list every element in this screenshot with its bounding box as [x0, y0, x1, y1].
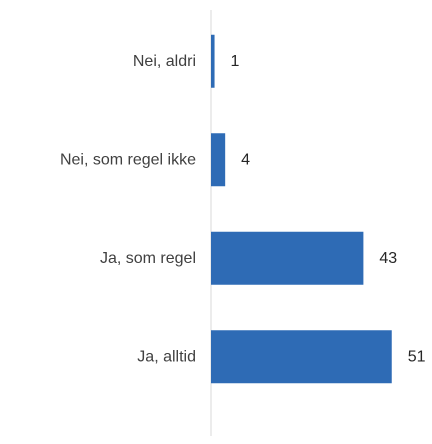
bar [211, 330, 392, 384]
category-labels-group: Nei, aldri Nei, som regel ikke Ja, som reg… [60, 53, 196, 366]
value-labels-group: 1 4 43 51 [231, 53, 426, 366]
bars-group [211, 34, 392, 384]
category-label: Ja, alltid [137, 348, 196, 365]
category-label: Ja, som regel [100, 250, 196, 267]
data-label: 51 [408, 348, 426, 365]
data-label: 4 [241, 151, 250, 168]
data-label: 43 [379, 250, 397, 267]
bar [211, 133, 226, 187]
category-label: Nei, som regel ikke [60, 151, 196, 168]
bar [211, 34, 215, 88]
bar [211, 231, 364, 285]
data-label: 1 [231, 53, 240, 70]
category-label: Nei, aldri [133, 53, 196, 70]
